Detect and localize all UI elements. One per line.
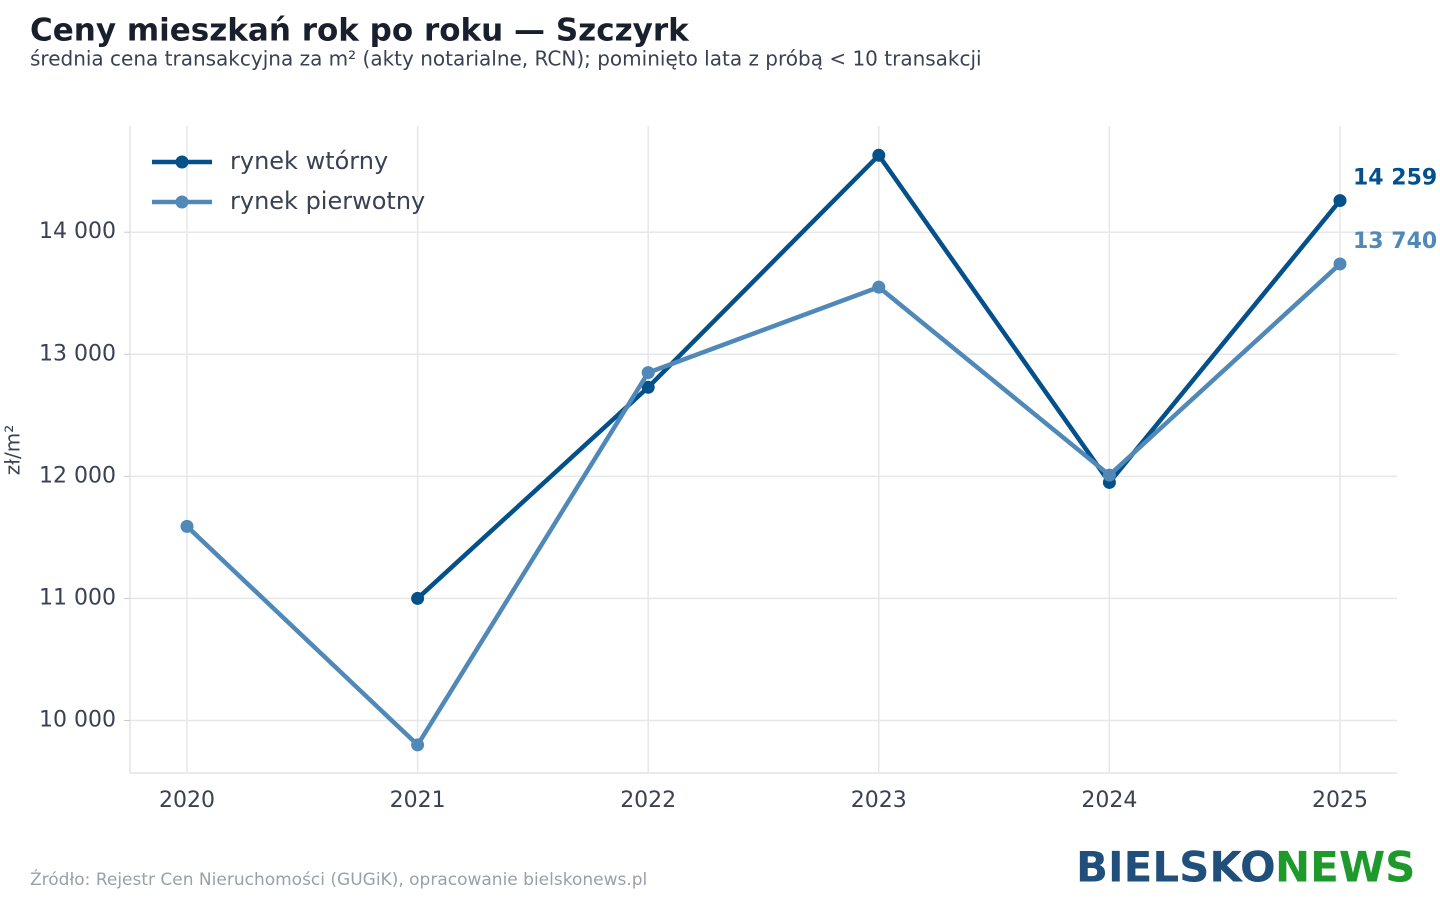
x-tick-label: 2023 xyxy=(851,788,907,813)
chart-subtitle: średnia cena transakcyjna za m² (akty no… xyxy=(30,47,982,71)
chart-title: Ceny mieszkań rok po roku — Szczyrk xyxy=(30,13,690,49)
y-tick-label: 10 000 xyxy=(39,708,116,733)
data-point xyxy=(872,280,886,294)
logo-part: NEWS xyxy=(1275,843,1415,892)
value-label: 13 740 xyxy=(1353,229,1437,254)
y-tick-label: 11 000 xyxy=(39,585,116,610)
legend-swatch xyxy=(175,195,189,209)
data-point xyxy=(1333,257,1347,271)
x-tick-label: 2025 xyxy=(1312,788,1368,813)
data-point xyxy=(641,366,655,380)
data-point xyxy=(1333,194,1347,208)
x-tick-label: 2020 xyxy=(159,788,215,813)
data-point xyxy=(180,519,194,533)
y-axis-label: zł/m² xyxy=(1,425,25,475)
y-tick-label: 13 000 xyxy=(39,341,116,366)
x-tick-label: 2021 xyxy=(390,788,446,813)
data-point xyxy=(641,380,655,394)
x-tick-label: 2022 xyxy=(620,788,676,813)
y-tick-label: 14 000 xyxy=(39,219,116,244)
data-point xyxy=(411,591,425,605)
value-label: 14 259 xyxy=(1353,166,1437,191)
x-tick-label: 2024 xyxy=(1081,788,1137,813)
data-point xyxy=(872,148,886,162)
source-note: Źródło: Rejestr Cen Nieruchomości (GUGiK… xyxy=(30,868,647,890)
legend-label: rynek wtórny xyxy=(230,147,388,175)
legend-label: rynek pierwotny xyxy=(230,187,425,215)
data-point xyxy=(1102,468,1116,482)
data-point xyxy=(411,738,425,752)
series-line xyxy=(185,262,1342,748)
legend-swatch xyxy=(175,155,189,169)
y-tick-label: 12 000 xyxy=(39,463,116,488)
logo-part: BIELSKO xyxy=(1076,843,1276,892)
